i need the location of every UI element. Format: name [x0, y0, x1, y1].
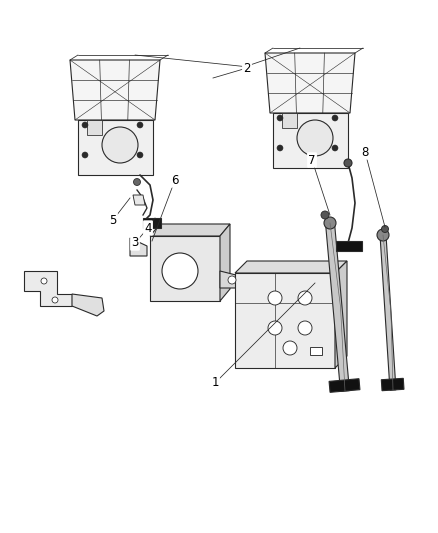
- Circle shape: [52, 297, 58, 303]
- Circle shape: [268, 291, 282, 305]
- Bar: [282, 113, 297, 128]
- Bar: [336, 241, 362, 251]
- Polygon shape: [325, 223, 350, 391]
- Polygon shape: [130, 238, 147, 256]
- Text: 1: 1: [211, 376, 219, 390]
- Polygon shape: [133, 195, 145, 205]
- Polygon shape: [329, 379, 360, 392]
- Text: 2: 2: [243, 61, 251, 75]
- Circle shape: [162, 253, 198, 289]
- Polygon shape: [235, 261, 347, 273]
- Circle shape: [134, 179, 141, 185]
- Text: 7: 7: [308, 154, 316, 166]
- Polygon shape: [70, 60, 160, 120]
- Circle shape: [332, 145, 338, 151]
- Circle shape: [268, 321, 282, 335]
- Polygon shape: [265, 53, 355, 113]
- Circle shape: [377, 229, 389, 241]
- Bar: [310, 347, 322, 355]
- Circle shape: [228, 276, 236, 284]
- Polygon shape: [220, 271, 240, 288]
- Circle shape: [277, 145, 283, 151]
- Polygon shape: [235, 273, 335, 368]
- Polygon shape: [335, 261, 347, 368]
- Text: 3: 3: [131, 237, 139, 249]
- Polygon shape: [220, 224, 230, 301]
- Polygon shape: [24, 271, 72, 306]
- Circle shape: [297, 120, 333, 156]
- Polygon shape: [72, 294, 104, 316]
- Circle shape: [137, 122, 143, 128]
- Circle shape: [344, 159, 352, 167]
- Circle shape: [137, 152, 143, 158]
- Polygon shape: [380, 235, 396, 390]
- Bar: [78, 120, 152, 175]
- Polygon shape: [150, 224, 230, 236]
- Text: 5: 5: [110, 214, 117, 227]
- Circle shape: [102, 127, 138, 163]
- Circle shape: [298, 321, 312, 335]
- Text: 6: 6: [171, 174, 179, 187]
- Polygon shape: [381, 378, 404, 391]
- Text: 4: 4: [144, 222, 152, 235]
- Text: 8: 8: [361, 146, 369, 158]
- Circle shape: [283, 341, 297, 355]
- Circle shape: [298, 291, 312, 305]
- Circle shape: [82, 122, 88, 128]
- Bar: [143, 218, 161, 228]
- Polygon shape: [150, 236, 220, 301]
- Bar: [272, 113, 347, 168]
- Circle shape: [324, 217, 336, 229]
- Bar: [87, 120, 102, 135]
- Circle shape: [332, 115, 338, 121]
- Circle shape: [82, 152, 88, 158]
- Circle shape: [41, 278, 47, 284]
- Circle shape: [381, 225, 389, 232]
- Circle shape: [321, 211, 329, 219]
- Circle shape: [277, 115, 283, 121]
